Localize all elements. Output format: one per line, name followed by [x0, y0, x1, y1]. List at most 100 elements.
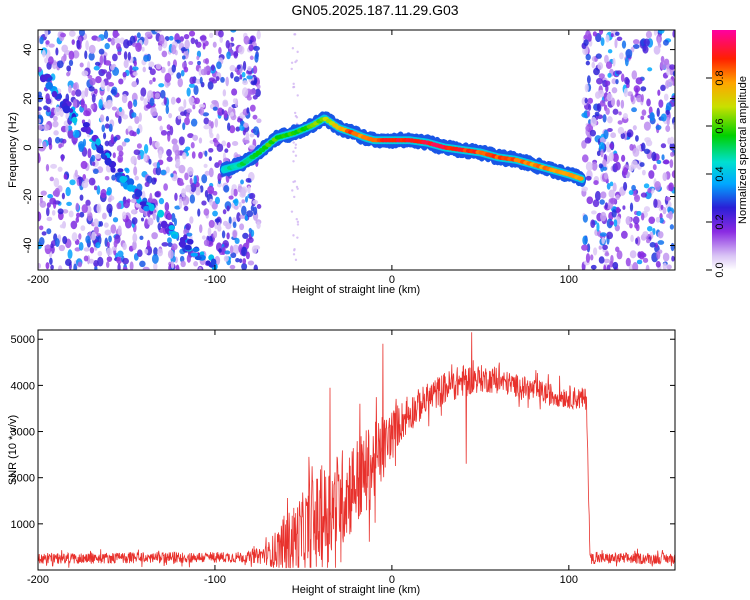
- noise-cell: [188, 83, 196, 88]
- noise-cell: [59, 108, 64, 118]
- noise-cell: [83, 110, 91, 117]
- noise-cell: [87, 148, 92, 159]
- noise-cell: [657, 36, 661, 46]
- noise-cell: [198, 137, 203, 144]
- noise-cell: [611, 209, 617, 218]
- noise-cell: [666, 116, 670, 126]
- noise-cell: [94, 266, 98, 270]
- noise-cell: [629, 223, 633, 229]
- noise-cell: [112, 53, 118, 62]
- noise-cell: [256, 221, 261, 230]
- noise-cell: [43, 124, 50, 131]
- noise-cell: [233, 76, 240, 83]
- noise-cell: [184, 39, 190, 50]
- noise-cell: [90, 103, 95, 110]
- noise-cell: [98, 99, 103, 110]
- noise-cell: [114, 37, 121, 44]
- noise-cell: [236, 64, 241, 70]
- noise-cell: [619, 52, 624, 60]
- noise-cell: [660, 113, 667, 122]
- noise-cell: [644, 191, 652, 200]
- noise-cell: [98, 48, 105, 55]
- noise-cell: [251, 245, 258, 254]
- noise-cell: [131, 217, 138, 225]
- noise-cell: [81, 90, 86, 100]
- noise-cell: [58, 143, 62, 149]
- noise-cell: [166, 156, 173, 163]
- secondary-trace-cell: [194, 255, 202, 261]
- noise-cell: [171, 64, 176, 73]
- noise-cell: [50, 163, 58, 169]
- noise-cell: [672, 70, 675, 77]
- noise-cell: [50, 243, 54, 249]
- noise-cell: [181, 188, 187, 198]
- noise-cell: [89, 77, 96, 86]
- noise-cell: [660, 143, 667, 149]
- noise-cell: [61, 209, 69, 214]
- noise-cell: [171, 243, 178, 251]
- noise-cell: [131, 112, 137, 118]
- noise-cell: [236, 212, 241, 222]
- noise-cell: [605, 107, 610, 115]
- noise-cell: [643, 206, 651, 213]
- noise-cell: [599, 199, 605, 205]
- noise-cell: [99, 55, 104, 66]
- noise-cell: [63, 173, 68, 180]
- noise-cell: [143, 97, 148, 107]
- noise-cell: [612, 153, 619, 163]
- noise-cell: [254, 53, 259, 63]
- noise-cell: [202, 42, 206, 50]
- noise-cell: [615, 79, 619, 85]
- snr-series-line: [38, 332, 675, 569]
- noise-cell: [47, 136, 52, 146]
- noise-cell: [87, 211, 93, 222]
- noise-cell: [190, 37, 196, 45]
- noise-cell: [38, 211, 42, 222]
- noise-cell: [629, 143, 634, 151]
- noise-cell: [133, 60, 137, 67]
- noise-cell: [121, 211, 127, 220]
- noise-cell: [167, 249, 174, 259]
- noise-cell: [106, 203, 113, 214]
- noise-cell: [596, 150, 601, 157]
- noise-cell: [65, 124, 69, 133]
- noise-cell: [208, 147, 214, 153]
- noise-cell: [178, 136, 185, 146]
- noise-cell: [610, 33, 614, 38]
- noise-cell: [603, 258, 611, 264]
- noise-cell: [189, 177, 193, 185]
- noise-cell: [201, 174, 208, 184]
- noise-cell: [600, 211, 607, 222]
- noise-cell: [228, 195, 234, 200]
- noise-cell: [38, 106, 42, 111]
- noise-cell: [591, 210, 597, 215]
- noise-cell: [46, 202, 51, 208]
- noise-cell: [154, 30, 162, 33]
- colorbar-tick-label: 0.2: [714, 214, 726, 229]
- noise-cell: [103, 30, 109, 40]
- secondary-trace-cell: [168, 225, 176, 231]
- noise-cell: [142, 66, 146, 73]
- noise-cell: [606, 264, 611, 270]
- noise-cell: [248, 144, 256, 150]
- noise-cell: [46, 106, 51, 113]
- noise-cell: [192, 104, 196, 110]
- noise-cell: [212, 190, 218, 196]
- noise-cell: [81, 70, 89, 77]
- noise-cell: [174, 149, 181, 157]
- noise-cell: [646, 225, 653, 232]
- noise-cell: [596, 103, 602, 112]
- noise-cell: [171, 138, 178, 145]
- noise-cell: [50, 264, 54, 270]
- noise-cell: [60, 154, 65, 162]
- noise-cell: [183, 66, 189, 73]
- noise-cell: [622, 167, 628, 176]
- noise-cell: [636, 210, 642, 217]
- y-tick-label: 20: [22, 92, 34, 104]
- noise-cell: [149, 79, 153, 85]
- noise-cell: [294, 258, 298, 262]
- noise-cell: [85, 199, 91, 207]
- noise-cell: [160, 169, 167, 176]
- noise-cell: [240, 187, 246, 197]
- noise-cell: [112, 32, 120, 37]
